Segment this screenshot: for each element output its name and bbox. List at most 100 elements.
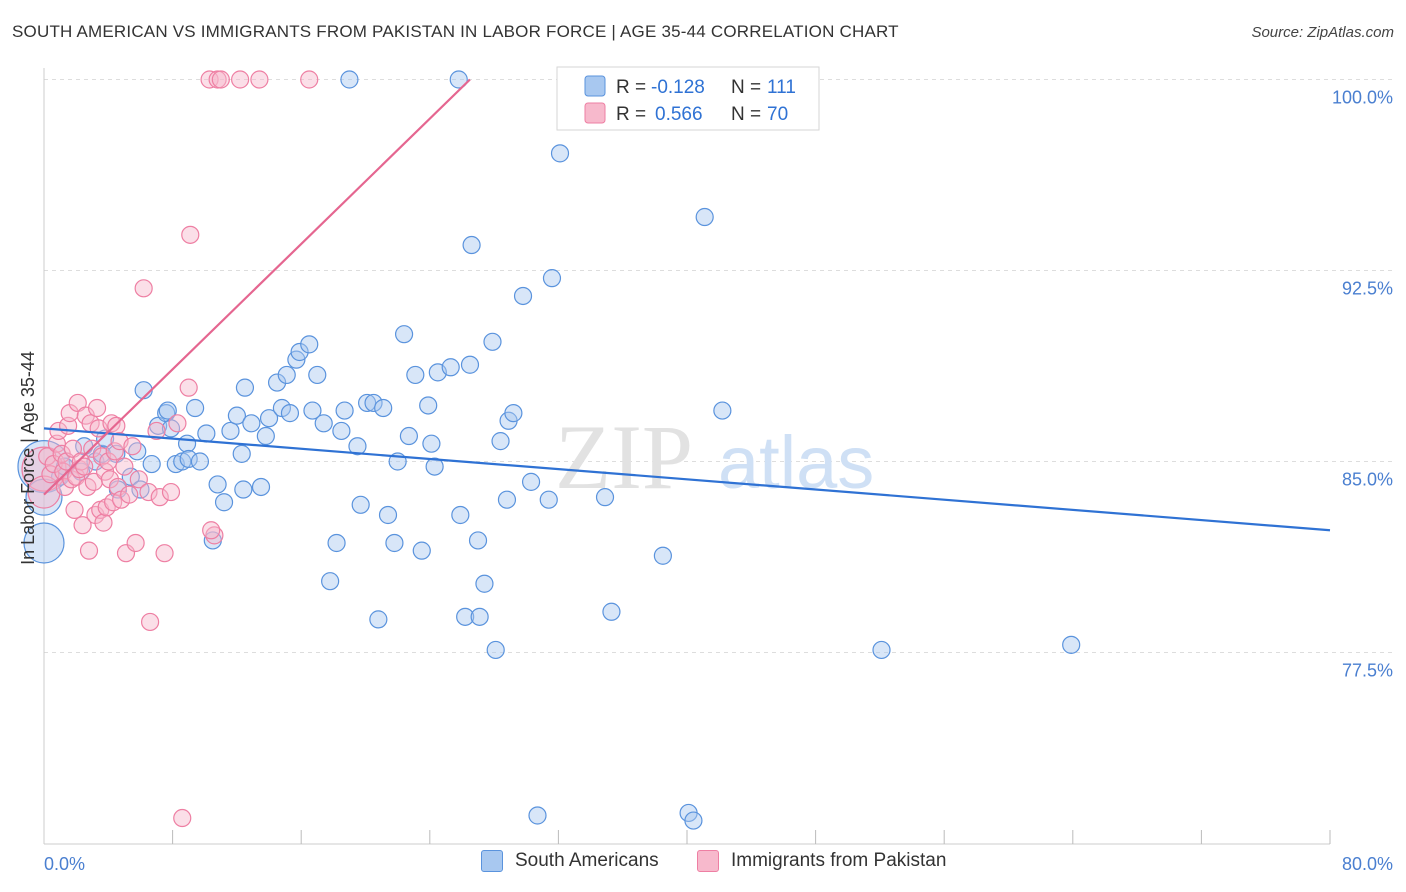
- legend-n-value-1: 111: [767, 77, 796, 98]
- south-americans-point-38: [256, 426, 275, 446]
- axes: [43, 68, 1331, 845]
- south-americans-point-84: [497, 490, 517, 509]
- pakistan-point-20: [73, 516, 92, 535]
- south-americans-point-29: [208, 475, 227, 494]
- south-americans-point-48: [308, 365, 327, 385]
- pakistan-trend-line: [43, 78, 471, 496]
- south-americans-point-76: [460, 355, 480, 374]
- south-americans-point-89: [528, 806, 547, 825]
- chart-title: SOUTH AMERICAN VS IMMIGRANTS FROM PAKIST…: [12, 22, 899, 41]
- legend-item-pakistan[interactable]: Immigrants from Pakistan: [697, 850, 946, 872]
- south-americans-point-59: [369, 610, 388, 629]
- south-americans-point-53: [335, 401, 354, 420]
- south-americans-point-69: [422, 434, 441, 453]
- south-americans-point-33: [232, 444, 251, 463]
- stats-legend: R = -0.128 N = 111 R = 0.566 N = 70: [556, 66, 820, 131]
- south-americans-point-79: [470, 607, 489, 626]
- y-tick-label-3: 100.0%: [1332, 88, 1393, 108]
- legend-r-value-1: -0.128: [651, 77, 705, 98]
- pakistan-point-58: [168, 414, 187, 433]
- legend-label-pakistan: Immigrants from Pakistan: [731, 850, 947, 871]
- south-americans-point-100: [713, 401, 732, 420]
- south-americans-point-102: [1062, 635, 1081, 654]
- pakistan-point-51: [134, 279, 153, 298]
- legend-r-label-1: R =: [616, 77, 646, 98]
- south-americans-point-74: [451, 505, 470, 525]
- pakistan-point-15: [65, 500, 84, 519]
- watermark-atlas: atlas: [718, 421, 874, 504]
- y-tick-label-0: 77.5%: [1342, 661, 1393, 681]
- south-americans-point-35: [235, 378, 255, 397]
- pakistan-point-55: [150, 488, 169, 507]
- south-americans-point-66: [406, 365, 425, 385]
- south-americans-point-56: [351, 495, 370, 514]
- pakistan-point-66: [231, 70, 250, 89]
- pakistan-point-19: [71, 452, 91, 471]
- pakistan-point-49: [126, 533, 145, 553]
- pakistan-point-64: [211, 70, 230, 89]
- south-americans-point-47: [303, 401, 322, 420]
- south-americans-point-87: [513, 286, 533, 306]
- pakistan-point-48: [123, 437, 142, 456]
- south-americans-point-19: [158, 401, 177, 420]
- south-americans-point-43: [280, 404, 300, 423]
- south-americans-point-77: [462, 235, 481, 255]
- south-americans-point-45: [290, 342, 309, 362]
- pakistan-point-9: [55, 477, 74, 497]
- legend-n-label-1: N =: [731, 77, 761, 98]
- south-americans-trend-line: [43, 427, 1331, 532]
- legend-r-value-2: 0.566: [655, 104, 703, 125]
- south-americans-point-2: [23, 522, 65, 564]
- south-americans-point-67: [412, 541, 431, 560]
- legend-swatch-south-americans: [481, 850, 503, 872]
- south-americans-point-25: [186, 398, 205, 418]
- south-americans-point-101: [872, 640, 891, 660]
- pakistan-point-1: [27, 475, 61, 509]
- south-americans-point-98: [684, 811, 703, 830]
- pakistan-point-57: [161, 482, 181, 502]
- pakistan-point-29: [87, 398, 107, 418]
- south-americans-point-94: [595, 488, 615, 507]
- south-americans-point-49: [314, 414, 333, 433]
- south-americans-point-34: [234, 480, 253, 499]
- legend-n-label-2: N =: [731, 104, 761, 125]
- legend-swatch-pakistan: [697, 850, 719, 872]
- y-tick-label-1: 85.0%: [1342, 470, 1393, 490]
- south-americans-point-52: [332, 421, 351, 441]
- pakistan-point-2: [38, 447, 57, 466]
- south-americans-point-37: [251, 477, 271, 497]
- south-americans-point-46: [300, 335, 319, 354]
- legend-item-south-americans[interactable]: South Americans: [481, 850, 659, 872]
- south-americans-point-92: [550, 144, 570, 163]
- pakistan-point-67: [250, 70, 269, 89]
- pakistan-point-36: [99, 452, 118, 471]
- south-americans-point-24: [179, 449, 198, 469]
- south-americans-point-82: [486, 640, 505, 660]
- watermark: ZIP atlas: [555, 406, 874, 508]
- legend-n-value-2: 70: [767, 104, 788, 125]
- source-credit: Source: ZipAtlas.com: [1251, 24, 1394, 41]
- south-americans-point-23: [177, 434, 197, 453]
- south-americans-point-42: [277, 365, 296, 385]
- south-americans-point-86: [504, 404, 523, 423]
- trend-lines: [43, 78, 1331, 532]
- pakistan-point-56: [155, 544, 174, 563]
- south-americans-point-83: [491, 432, 510, 451]
- south-americans-point-81: [483, 332, 502, 351]
- south-americans-point-75: [456, 607, 475, 626]
- pakistan-point-59: [173, 808, 192, 828]
- pakistan-point-60: [179, 378, 198, 397]
- south-americans-point-51: [327, 533, 346, 553]
- south-americans-point-68: [419, 396, 438, 415]
- south-americans-point-57: [358, 393, 377, 413]
- south-americans-point-88: [521, 472, 541, 491]
- south-americans-point-64: [394, 325, 414, 344]
- legend-r-label-2: R =: [616, 104, 646, 125]
- legend-swatch-blue: [584, 75, 606, 97]
- pakistan-point-24: [79, 541, 99, 560]
- pakistan-point-47: [120, 485, 139, 504]
- pakistan-point-61: [181, 225, 200, 244]
- pakistan-point-50: [129, 470, 148, 489]
- pakistan-point-54: [147, 421, 166, 441]
- south-americans-point-70: [425, 457, 444, 476]
